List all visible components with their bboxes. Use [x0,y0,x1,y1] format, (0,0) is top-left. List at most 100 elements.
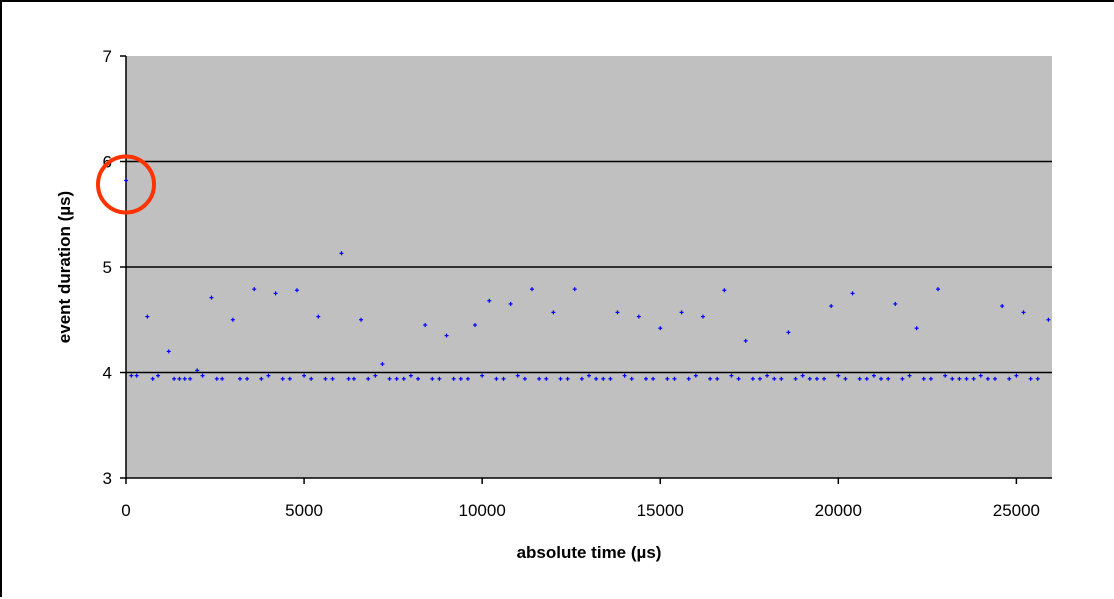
data-point [636,314,641,319]
data-point [401,376,406,381]
data-point [302,373,307,378]
data-point [1046,317,1051,322]
x-tick-label: 25000 [993,501,1040,520]
data-point [914,326,919,331]
data-point [266,373,271,378]
data-point [608,376,613,381]
data-point [886,376,891,381]
data-point [182,376,187,381]
data-point [487,298,492,303]
data-point [743,338,748,343]
data-point [220,376,225,381]
data-point [757,376,762,381]
data-point [1028,376,1033,381]
data-point [124,178,128,183]
data-point [793,376,798,381]
data-point [829,304,834,309]
data-point [907,373,912,378]
data-point [822,376,827,381]
data-point [252,287,257,292]
data-point [508,301,513,306]
data-point [430,376,435,381]
data-point [964,376,969,381]
data-point [273,291,278,296]
y-tick-label: 5 [103,258,112,277]
data-point [537,376,542,381]
data-point [629,376,634,381]
data-point [864,376,869,381]
data-point [316,314,321,319]
data-point [156,373,161,378]
data-point [188,376,193,381]
y-tick-label: 3 [103,469,112,488]
data-point [643,376,648,381]
data-point [544,376,549,381]
data-point [245,376,250,381]
x-axis-title: absolute time (µs) [517,543,662,562]
data-point [214,376,219,381]
data-point [150,376,155,381]
data-point [558,376,563,381]
data-point [195,368,200,373]
data-point [230,317,235,322]
data-point [339,251,344,256]
data-point [686,376,691,381]
data-point [928,376,933,381]
data-point [622,373,627,378]
data-point [786,330,791,335]
data-point [494,376,499,381]
data-point [1035,376,1040,381]
data-point [1007,376,1012,381]
data-point [444,333,449,338]
data-point [765,373,770,378]
data-point [380,362,385,367]
data-point [209,295,214,300]
x-tick-label: 20000 [815,501,862,520]
data-point [458,376,463,381]
data-point [423,323,428,328]
y-tick-label: 4 [103,364,112,383]
data-point [346,376,351,381]
data-point [515,373,520,378]
data-point [330,376,335,381]
data-point [943,373,948,378]
data-point [387,376,392,381]
data-point [177,376,182,381]
data-point [814,376,819,381]
data-point [843,376,848,381]
data-point [800,373,805,378]
data-point [437,376,442,381]
data-point [259,376,264,381]
data-point [237,376,242,381]
data-point [971,376,976,381]
data-point [900,376,905,381]
data-point [480,373,485,378]
data-points [124,178,1051,381]
x-tick-label: 10000 [459,501,506,520]
data-point [693,373,698,378]
x-tick-label: 15000 [637,501,684,520]
data-point [936,287,941,292]
data-point [615,310,620,315]
data-point [280,376,285,381]
data-point [1014,373,1019,378]
data-point [601,376,606,381]
data-point [530,287,535,292]
data-point [871,373,876,378]
data-point [679,310,684,315]
data-point [294,288,299,293]
data-point [729,373,734,378]
data-point [522,376,527,381]
data-point [957,376,962,381]
data-point [551,310,556,315]
data-point [172,376,177,381]
data-point [672,376,677,381]
data-point [779,376,784,381]
data-point [501,376,506,381]
data-point [408,373,413,378]
data-point [1000,304,1005,309]
data-point [129,373,134,378]
data-point [950,376,955,381]
data-point [473,323,478,328]
